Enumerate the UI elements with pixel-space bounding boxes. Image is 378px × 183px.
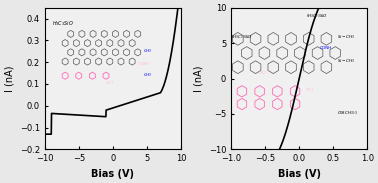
Text: $(H_3C)_3SiO$: $(H_3C)_3SiO$ bbox=[306, 12, 328, 20]
X-axis label: Bias (V): Bias (V) bbox=[91, 169, 134, 179]
Text: $Si-CH_3$: $Si-CH_3$ bbox=[337, 57, 356, 65]
Text: ClCl: ClCl bbox=[306, 88, 314, 92]
Text: $OS(CH_3)_3$: $OS(CH_3)_3$ bbox=[337, 110, 358, 117]
X-axis label: Bias (V): Bias (V) bbox=[278, 169, 321, 179]
Text: ClCl: ClCl bbox=[106, 81, 114, 85]
Text: CONH: CONH bbox=[137, 61, 149, 66]
Text: $(H_3C)_3SiO$: $(H_3C)_3SiO$ bbox=[231, 33, 253, 41]
Text: ClCl: ClCl bbox=[258, 71, 266, 75]
Text: $H_3C_3SiO$: $H_3C_3SiO$ bbox=[51, 19, 73, 28]
Text: CONH: CONH bbox=[319, 46, 332, 50]
Y-axis label: I (nA): I (nA) bbox=[193, 65, 203, 92]
Text: $CH_3$: $CH_3$ bbox=[143, 71, 152, 79]
Text: $Si-CH_3$: $Si-CH_3$ bbox=[337, 33, 356, 41]
Text: $CH_3$: $CH_3$ bbox=[143, 47, 152, 55]
Y-axis label: I (nA): I (nA) bbox=[4, 65, 14, 92]
